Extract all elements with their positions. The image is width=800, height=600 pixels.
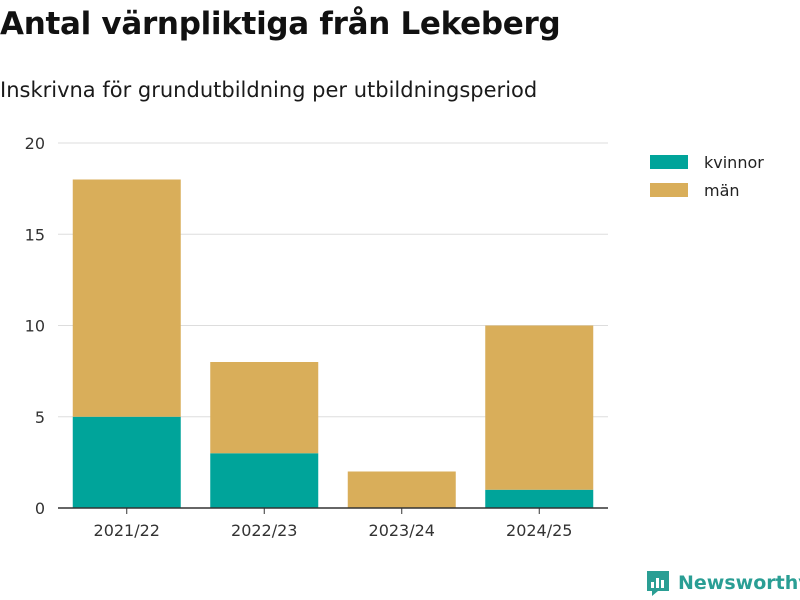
legend-swatch-man — [650, 183, 688, 197]
bar-2022-23-series-1[interactable] — [210, 362, 319, 454]
bar-2023-24-series-1[interactable] — [347, 471, 456, 509]
y-tick-label-0: 0 — [35, 499, 45, 518]
y-tick-label-5: 5 — [35, 408, 45, 427]
chart-title: Antal värnpliktiga från Lekeberg — [0, 6, 561, 42]
brand-name: Newsworthy — [678, 572, 800, 594]
x-axis: 2021/22 2022/23 2023/24 2024/25 — [58, 507, 608, 540]
legend-item-kvinnor[interactable]: kvinnor — [650, 148, 764, 176]
bar-2022-23-series-0[interactable] — [210, 453, 319, 508]
y-tick-label-15: 15 — [25, 225, 45, 244]
x-tick-label-2023-24: 2023/24 — [369, 521, 435, 540]
legend-item-man[interactable]: män — [650, 176, 764, 204]
bar-2024-25-series-1[interactable] — [485, 325, 594, 490]
bar-2021-22-series-0[interactable] — [72, 416, 181, 508]
newsworthy-brand[interactable]: Newsworthy — [644, 569, 800, 597]
bar-2021-22-series-1[interactable] — [72, 179, 181, 417]
y-tick-label-10: 10 — [25, 317, 45, 336]
chart-subtitle: Inskrivna för grundutbildning per utbild… — [0, 78, 538, 102]
legend: kvinnor män — [650, 148, 764, 204]
legend-label-man: män — [704, 180, 740, 200]
newsworthy-logo-icon — [647, 571, 669, 596]
legend-label-kvinnor: kvinnor — [704, 152, 764, 172]
x-tick-label-2022-23: 2022/23 — [231, 521, 297, 540]
x-tick-label-2021-22: 2021/22 — [94, 521, 160, 540]
y-tick-label-20: 20 — [25, 134, 45, 153]
x-tick-label-2024-25: 2024/25 — [506, 521, 572, 540]
y-axis-tick-labels: 0 5 10 15 20 — [25, 134, 45, 518]
bars — [72, 179, 594, 509]
legend-swatch-kvinnor — [650, 155, 688, 169]
bar-2024-25-series-0[interactable] — [485, 489, 594, 508]
